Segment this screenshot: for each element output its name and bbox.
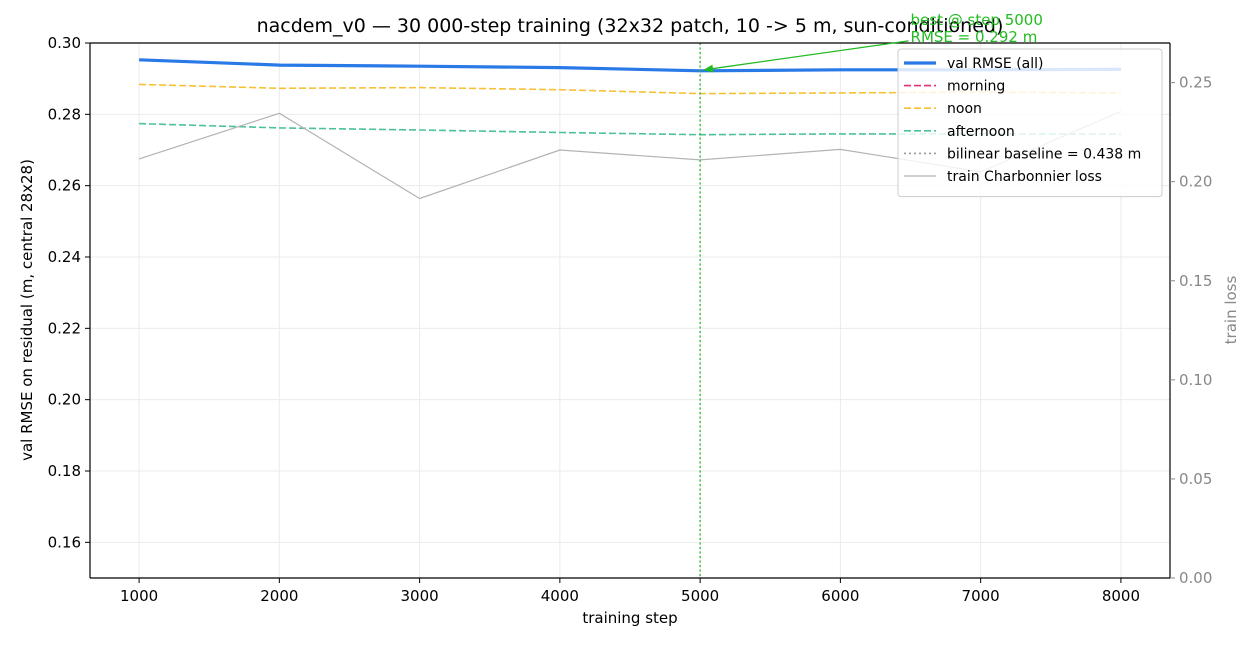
x-tick-label: 3000 — [401, 587, 439, 605]
legend-label-1: morning — [947, 79, 1005, 95]
x-tick-label: 4000 — [541, 587, 579, 605]
y2-tick-label: 0.15 — [1179, 272, 1212, 290]
x-tick-label: 8000 — [1102, 587, 1140, 605]
x-tick-label: 5000 — [681, 587, 719, 605]
axes-layer: 1000 2000 3000 4000 5000 6000 7000 8000 0.16 0.18… — [48, 34, 1213, 605]
y-tick-label: 0.16 — [48, 533, 81, 551]
y-tick-label: 0.20 — [48, 391, 81, 409]
y2-tick-label: 0.25 — [1179, 74, 1212, 92]
y-tick-label: 0.26 — [48, 177, 81, 195]
series-line-2 — [139, 83, 1121, 95]
legend-label-0: val RMSE (all) — [947, 56, 1043, 72]
chart-title: nacdem_v0 — 30 000-step training (32x32 … — [257, 15, 1004, 37]
y-axis-label: val RMSE on residual (m, central 28x28) — [18, 159, 36, 461]
x-tick-label: 2000 — [260, 587, 298, 605]
y-tick-label: 0.30 — [48, 34, 81, 52]
y-tick-label: 0.18 — [48, 462, 81, 480]
y-tick-label: 0.28 — [48, 105, 81, 123]
y2-tick-label: 0.00 — [1179, 569, 1212, 587]
legend-box — [897, 48, 1163, 198]
y2-axis-label: train loss — [1222, 275, 1240, 344]
series-line-3 — [139, 122, 1121, 136]
best-step-label-line1: best @ step 5000 — [911, 11, 1043, 29]
y2-tick-label: 0.05 — [1179, 470, 1212, 488]
legend: val RMSE (all) morning noon afternoon biline… — [897, 48, 1163, 198]
y-tick-label: 0.24 — [48, 248, 81, 266]
best-step-arrow — [703, 40, 909, 73]
legend-label-4: bilinear baseline = 0.438 m — [947, 146, 1141, 162]
legend-label-3: afternoon — [947, 124, 1015, 140]
y-tick-label: 0.22 — [48, 319, 81, 337]
x-tick-label: 7000 — [962, 587, 1000, 605]
x-tick-label: 6000 — [821, 587, 859, 605]
y2-tick-label: 0.10 — [1179, 371, 1212, 389]
legend-label-5: train Charbonnier loss — [947, 169, 1102, 185]
y2-tick-label: 0.20 — [1179, 173, 1212, 191]
x-tick-label: 1000 — [120, 587, 158, 605]
best-step-label-line2: RMSE = 0.292 m — [911, 28, 1038, 46]
legend-label-2: noon — [947, 101, 982, 117]
x-axis-label: training step — [582, 609, 677, 627]
